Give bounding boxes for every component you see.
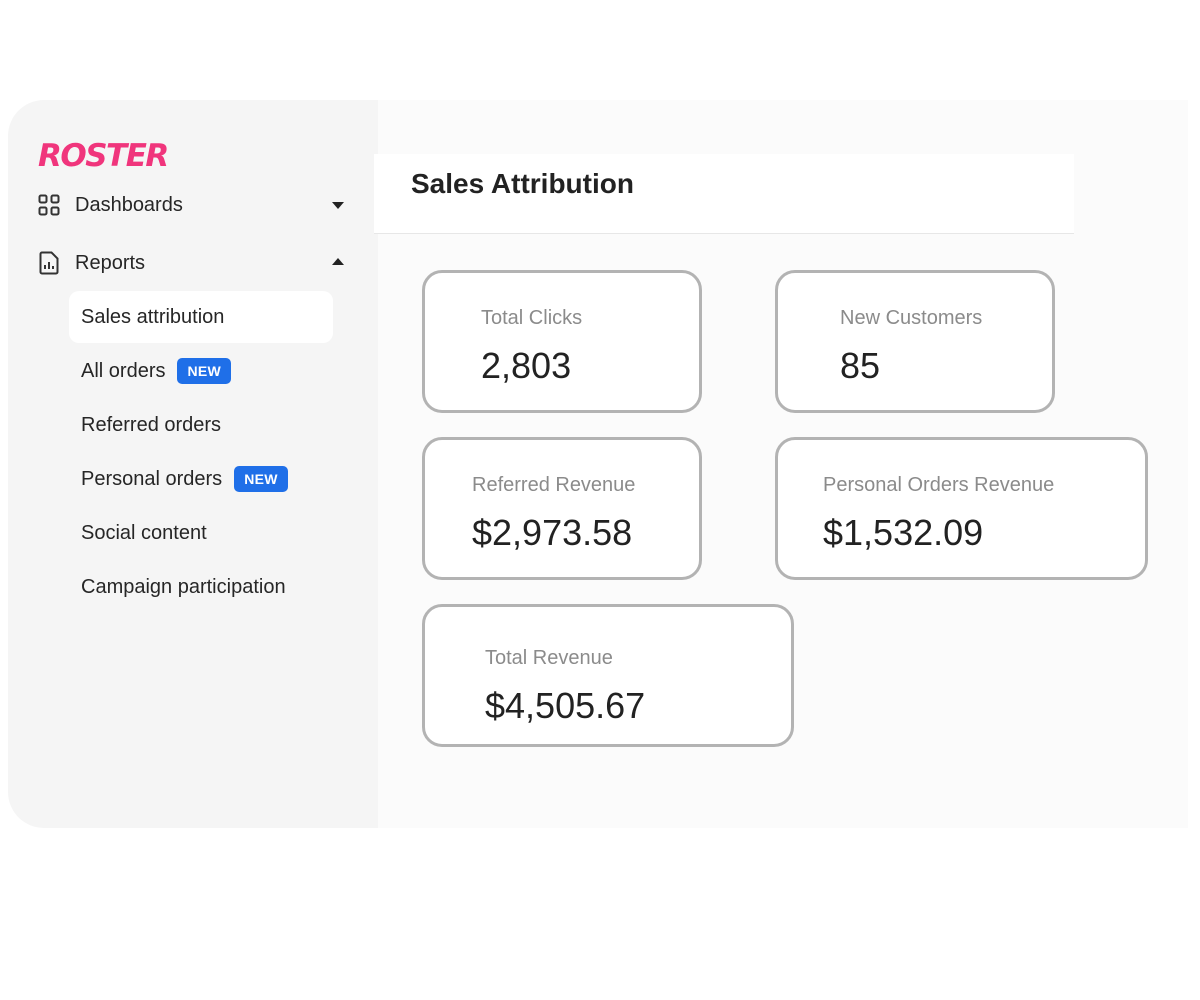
sidebar-item-all-orders[interactable]: All orders NEW — [69, 345, 333, 397]
sidebar: ROSTER Dashboards — [8, 100, 378, 828]
metric-label: Personal Orders Revenue — [823, 474, 1055, 496]
report-icon — [36, 250, 62, 276]
chevron-up-icon[interactable] — [330, 254, 346, 270]
page-header: Sales Attribution — [374, 154, 1074, 234]
metric-card-new-customers: New Customers 85 — [775, 270, 1055, 413]
sidebar-item-personal-orders[interactable]: Personal orders NEW — [69, 453, 333, 505]
metric-card-referred-revenue: Referred Revenue $2,973.58 — [422, 437, 702, 580]
main-content: Sales Attribution Total Clicks 2,803 New… — [374, 100, 1188, 828]
metric-value: 85 — [840, 345, 881, 386]
sidebar-item-label: Campaign participation — [81, 575, 286, 598]
metric-label: New Customers — [840, 307, 983, 329]
app-window: ROSTER Dashboards — [8, 100, 1188, 828]
sidebar-item-label: All orders — [81, 359, 166, 382]
sidebar-item-label: Sales attribution — [81, 305, 225, 328]
sidebar-item-label: Personal orders — [81, 467, 223, 490]
roster-logo[interactable]: ROSTER — [38, 138, 169, 174]
sidebar-item-referred-orders[interactable]: Referred orders — [69, 399, 333, 451]
sidebar-group-reports[interactable]: Reports — [36, 243, 346, 283]
sidebar-item-sales-attribution[interactable]: Sales attribution — [69, 291, 333, 343]
metric-card-total-revenue: Total Revenue $4,505.67 — [422, 604, 794, 747]
metric-value: $1,532.09 — [823, 512, 984, 553]
sidebar-group-label: Reports — [75, 251, 146, 274]
sidebar-group-dashboards[interactable]: Dashboards — [36, 185, 346, 225]
page-title: Sales Attribution — [411, 168, 634, 199]
grid-icon — [36, 192, 62, 218]
metric-card-personal-orders-revenue: Personal Orders Revenue $1,532.09 — [775, 437, 1148, 580]
metric-label: Total Clicks — [481, 307, 583, 329]
sidebar-item-label: Referred orders — [81, 413, 222, 436]
metric-card-total-clicks: Total Clicks 2,803 — [422, 270, 702, 413]
chevron-down-icon[interactable] — [330, 197, 346, 213]
metric-value: $2,973.58 — [472, 512, 633, 553]
new-badge: NEW — [177, 358, 232, 384]
metric-value: 2,803 — [481, 345, 572, 386]
sidebar-item-campaign-participation[interactable]: Campaign participation — [69, 561, 333, 613]
new-badge: NEW — [234, 466, 288, 492]
metric-label: Total Revenue — [485, 647, 613, 669]
metric-label: Referred Revenue — [472, 474, 636, 496]
sidebar-item-label: Social content — [81, 521, 207, 544]
metric-value: $4,505.67 — [485, 685, 646, 726]
sidebar-group-label: Dashboards — [75, 193, 183, 216]
sidebar-item-social-content[interactable]: Social content — [69, 507, 333, 559]
